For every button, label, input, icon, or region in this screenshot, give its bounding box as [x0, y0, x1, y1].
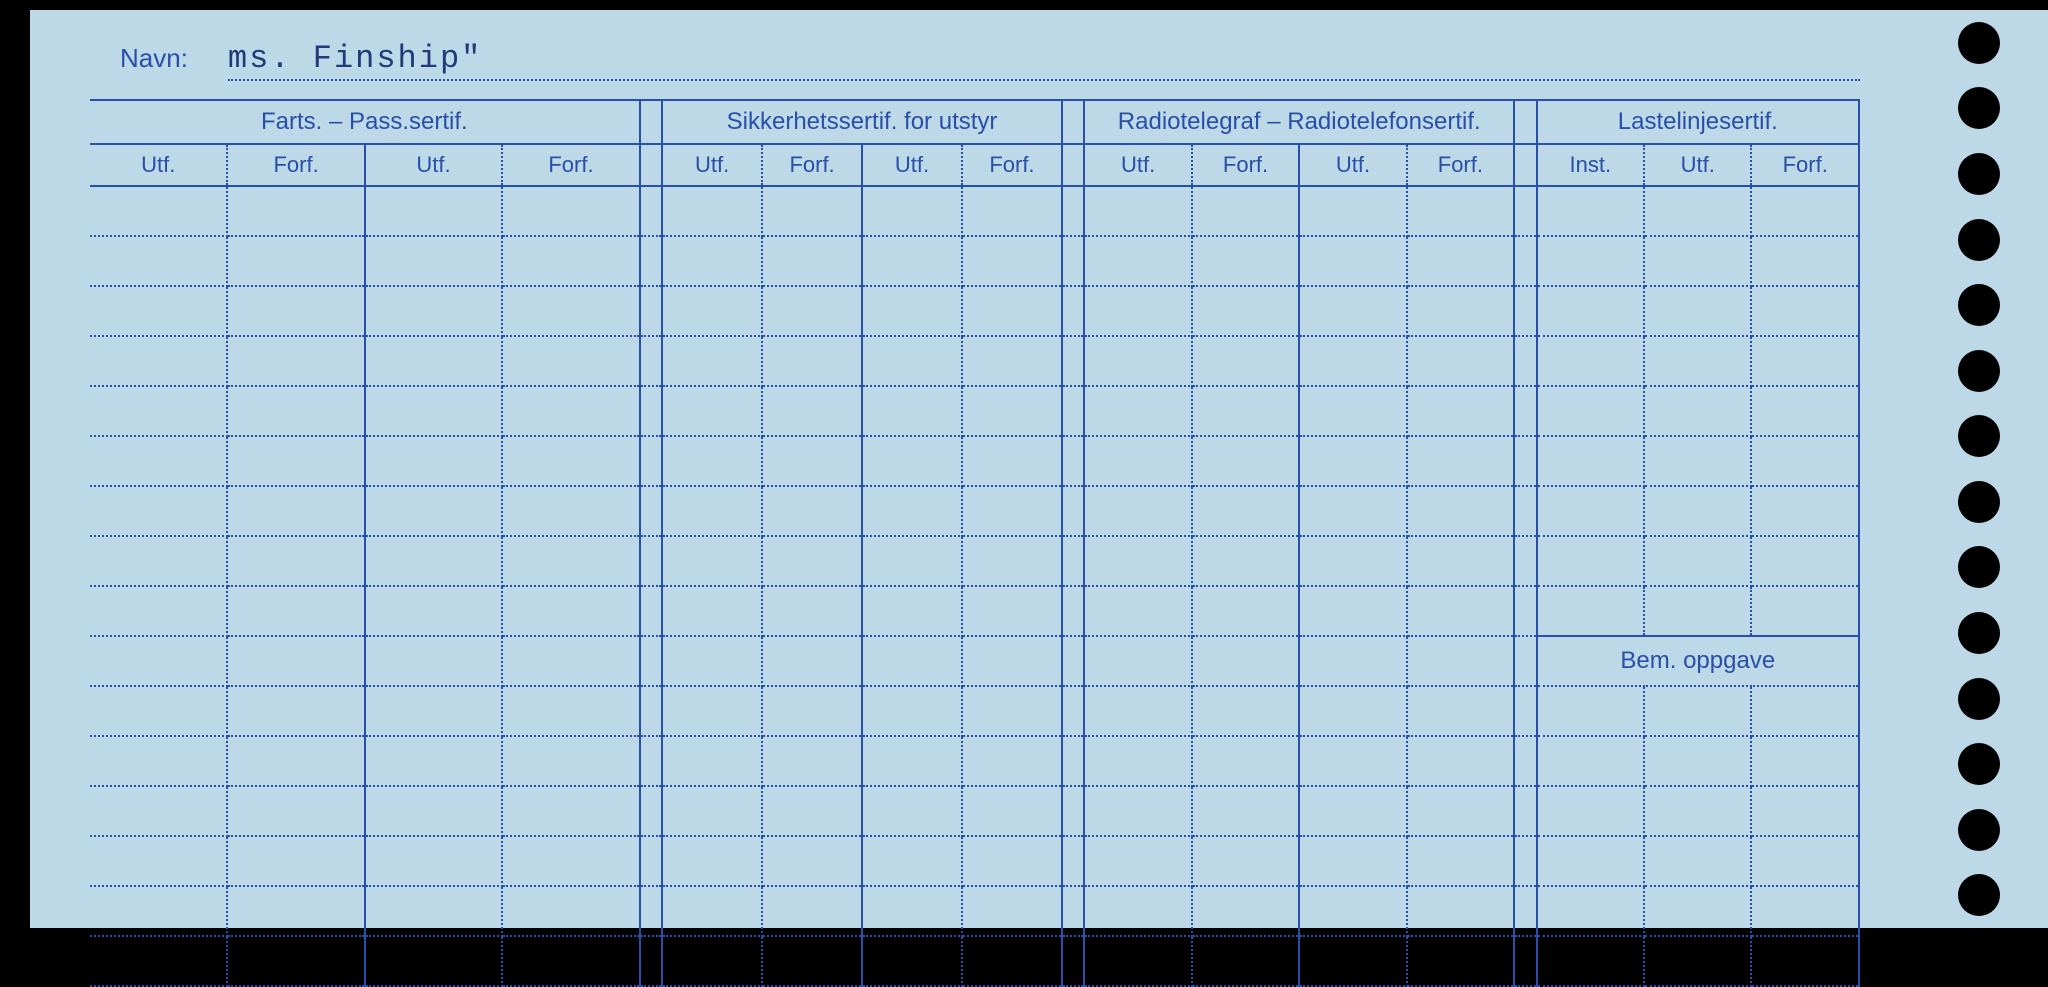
col-utf: Utf. — [365, 144, 502, 186]
col-forf: Forf. — [502, 144, 639, 186]
col-utf: Utf. — [662, 144, 762, 186]
table-row — [90, 436, 1859, 486]
punch-hole — [1958, 481, 2000, 523]
bem-oppgave-label: Bem. oppgave — [1537, 636, 1859, 686]
group-header-farts: Farts. – Pass.sertif. — [90, 100, 640, 144]
punch-hole — [1958, 612, 2000, 654]
table-row — [90, 236, 1859, 286]
gap — [1062, 100, 1084, 144]
navn-row: Navn: ms. Finship" — [90, 40, 1860, 81]
punch-hole — [1958, 87, 2000, 129]
punch-strip — [1910, 10, 2048, 928]
gap — [640, 144, 662, 186]
record-card: Navn: ms. Finship" Farts. – Pass.sertif.… — [30, 10, 1910, 928]
gap — [640, 100, 662, 144]
table-row — [90, 386, 1859, 436]
col-forf: Forf. — [1751, 144, 1859, 186]
punch-hole — [1958, 546, 2000, 588]
table-row — [90, 786, 1859, 836]
punch-hole — [1958, 743, 2000, 785]
gap — [1514, 144, 1536, 186]
gap — [1514, 100, 1536, 144]
col-inst: Inst. — [1537, 144, 1644, 186]
table-row — [90, 586, 1859, 636]
group-header-radio: Radiotelegraf – Radiotelefonsertif. — [1084, 100, 1514, 144]
col-utf: Utf. — [1084, 144, 1191, 186]
table-row — [90, 836, 1859, 886]
col-utf: Utf. — [1299, 144, 1406, 186]
navn-value: ms. Finship" — [228, 40, 1860, 81]
col-forf: Forf. — [762, 144, 862, 186]
table-row — [90, 936, 1859, 986]
punch-hole — [1958, 415, 2000, 457]
table-row — [90, 486, 1859, 536]
table-row — [90, 686, 1859, 736]
punch-hole — [1958, 678, 2000, 720]
table-row — [90, 336, 1859, 386]
col-forf: Forf. — [962, 144, 1062, 186]
punch-hole — [1958, 153, 2000, 195]
table-row — [90, 286, 1859, 336]
navn-label: Navn: — [120, 43, 188, 74]
punch-hole — [1958, 219, 2000, 261]
punch-hole — [1958, 350, 2000, 392]
group-header-row: Farts. – Pass.sertif. Sikkerhetssertif. … — [90, 100, 1859, 144]
col-utf: Utf. — [1644, 144, 1751, 186]
punch-hole — [1958, 22, 2000, 64]
col-utf: Utf. — [90, 144, 227, 186]
table-row — [90, 736, 1859, 786]
punch-hole — [1958, 284, 2000, 326]
table-row — [90, 536, 1859, 586]
punch-hole — [1958, 809, 2000, 851]
bem-row: Bem. oppgave — [90, 636, 1859, 686]
table-row — [90, 186, 1859, 236]
col-forf: Forf. — [1407, 144, 1514, 186]
table-row — [90, 886, 1859, 936]
col-forf: Forf. — [1192, 144, 1299, 186]
col-forf: Forf. — [227, 144, 364, 186]
sub-header-row: Utf. Forf. Utf. Forf. Utf. Forf. Utf. Fo… — [90, 144, 1859, 186]
col-utf: Utf. — [862, 144, 962, 186]
punch-hole — [1958, 874, 2000, 916]
certificate-table: Farts. – Pass.sertif. Sikkerhetssertif. … — [90, 99, 1860, 987]
gap — [1062, 144, 1084, 186]
group-header-lastelinje: Lastelinjesertif. — [1537, 100, 1859, 144]
group-header-sikkerhet: Sikkerhetssertif. for utstyr — [662, 100, 1062, 144]
